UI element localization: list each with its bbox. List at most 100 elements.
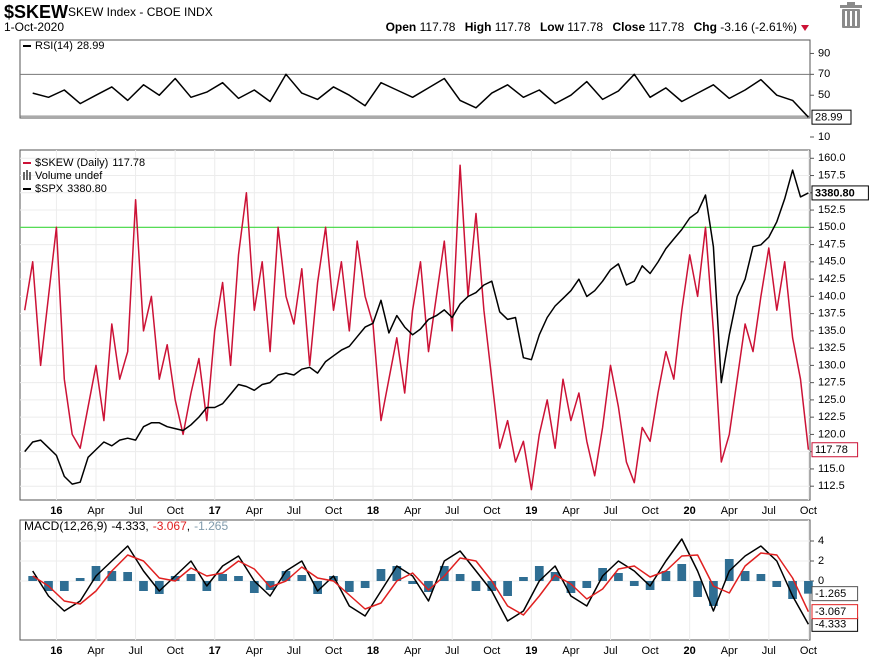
histogram-bar — [439, 566, 449, 581]
quote-value: 117.78 — [420, 20, 456, 34]
quote-value: 117.78 — [567, 20, 603, 34]
histogram-bar — [249, 581, 259, 593]
quote-label: High — [465, 20, 492, 34]
x-tick-label: Jul — [762, 505, 776, 517]
histogram-bar — [724, 559, 734, 581]
icon-part — [855, 11, 857, 26]
value-tag — [811, 604, 859, 620]
histogram-bar — [218, 574, 227, 581]
x-tick-label: Apr — [404, 505, 421, 517]
x-tick-label: Oct — [642, 645, 659, 657]
histogram-bar — [123, 572, 133, 581]
x-tick-label: 20 — [684, 505, 696, 517]
histogram-bar — [677, 564, 687, 581]
y-tick-label: 120.0 — [818, 428, 846, 440]
x-tick-label: Jul — [603, 505, 617, 517]
histogram-bar — [170, 576, 180, 581]
y-tick-label: 115.0 — [818, 463, 845, 475]
x-tick-label: Jul — [129, 505, 143, 517]
x-tick-label: Apr — [246, 645, 263, 657]
legend: $SPX 3380.80 — [35, 183, 107, 195]
histogram-bar — [629, 581, 639, 586]
quote-label: Close — [612, 20, 645, 34]
legend: MACD(12,26,9) -4.333, -3.067, -1.265 — [24, 519, 228, 533]
legend-value: 117.78 — [112, 157, 145, 169]
y-tick-label: 152.5 — [818, 204, 846, 216]
x-tick-label: 17 — [209, 645, 221, 657]
x-tick-label: Apr — [404, 645, 421, 657]
histogram-bar — [360, 581, 370, 588]
histogram-bar — [28, 576, 38, 581]
histogram-bar — [424, 581, 433, 592]
x-tick-label: Jul — [762, 645, 776, 657]
x-tick-label: Oct — [325, 505, 342, 517]
legend-separator: , — [145, 519, 148, 533]
histogram-bar — [75, 578, 85, 581]
histogram-bar — [709, 581, 718, 606]
delete-icon[interactable] — [840, 2, 862, 28]
x-tick-label: Apr — [721, 505, 738, 517]
icon-part — [850, 11, 852, 26]
x-tick-label: 18 — [367, 645, 379, 657]
legend-value: 28.99 — [77, 40, 105, 52]
x-tick-label: Apr — [562, 645, 579, 657]
x-tick-label: Jul — [129, 645, 143, 657]
legend-separator: , — [187, 519, 190, 533]
x-tick-label: Apr — [246, 505, 263, 517]
value-tag-label: 3380.80 — [815, 187, 855, 199]
y-tick-label: 160.0 — [818, 152, 846, 164]
legend-value: -1.265 — [194, 519, 228, 533]
histogram-bar — [614, 573, 623, 581]
x-tick-label: Jul — [287, 505, 301, 517]
x-tick-label: Jul — [445, 645, 459, 657]
x-tick-label: Apr — [562, 505, 579, 517]
legend-name: RSI(14) — [35, 40, 73, 52]
histogram-bar — [598, 568, 607, 581]
histogram-bar — [582, 581, 592, 588]
y-tick-label: 142.5 — [818, 273, 846, 285]
y-tick-label: 135.0 — [818, 325, 846, 337]
x-tick-label: Oct — [325, 645, 342, 657]
y-tick-label: 112.5 — [818, 480, 845, 492]
histogram-bar — [186, 574, 196, 581]
y-tick-label: 150.0 — [818, 221, 846, 233]
histogram-bar — [693, 581, 702, 597]
histogram-bar — [756, 574, 766, 581]
histogram-bar — [804, 581, 813, 594]
change-value: -3.16 (-2.61%) — [720, 20, 797, 34]
x-tick-label: 20 — [684, 645, 696, 657]
x-tick-label: Oct — [167, 505, 184, 517]
histogram-bar — [265, 581, 275, 590]
y-tick-label: 130.0 — [818, 359, 846, 371]
panel — [19, 149, 811, 501]
y-tick-label: 50 — [818, 89, 830, 101]
x-tick-label: Oct — [800, 645, 817, 657]
histogram-bar — [550, 572, 560, 581]
symbol: $SKEW — [4, 2, 68, 22]
histogram-bar — [487, 581, 497, 591]
x-tick-label: 19 — [525, 645, 537, 657]
histogram-bar — [139, 581, 148, 591]
series-line — [24, 169, 809, 485]
histogram-bar — [91, 566, 101, 581]
histogram-bar — [59, 581, 69, 591]
y-tick-label: 4 — [818, 535, 824, 547]
value-tag-label: 117.78 — [815, 444, 848, 456]
y-tick-label: 132.5 — [818, 342, 846, 354]
histogram-bar — [534, 566, 544, 581]
panel — [19, 39, 811, 119]
histogram-bar — [408, 581, 417, 584]
legend-value: -4.333 — [111, 519, 145, 533]
x-tick-label: 16 — [50, 505, 62, 517]
y-tick-label: 145.0 — [818, 256, 846, 268]
histogram-bar — [566, 581, 576, 593]
y-tick-label: 0 — [818, 575, 824, 587]
histogram-bar — [772, 581, 782, 587]
y-tick-label: 147.5 — [818, 238, 846, 250]
histogram-bar — [519, 577, 528, 581]
legend: Volume undef — [35, 170, 103, 182]
legend-swatch — [29, 172, 31, 180]
x-tick-label: Oct — [800, 505, 817, 517]
